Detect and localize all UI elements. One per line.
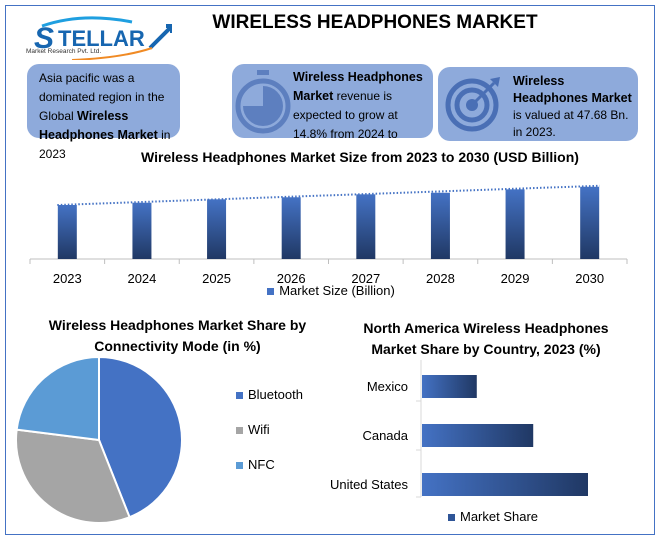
- card-text-post: is valued at 47.68 Bn. in 2023.: [513, 108, 629, 139]
- connectivity-pie-chart: [15, 355, 183, 524]
- stopwatch-icon: [235, 70, 291, 134]
- x-tick-label: 2027: [351, 271, 380, 286]
- legend-item-nfc: NFC: [236, 457, 275, 472]
- market-size-chart: 2023 2024 2025 2026 2027 2028 2029 2030: [29, 184, 628, 286]
- x-tick-label: 2030: [575, 271, 604, 286]
- pie-slice-nfc: [15, 355, 100, 442]
- legend-item-bluetooth: Bluetooth: [236, 387, 303, 402]
- bar-2028: [430, 192, 450, 259]
- country-share-chart: Mexico Canada United States: [330, 360, 588, 498]
- bar-2023: [57, 205, 77, 259]
- card-text-bold: Wireless Headphones Market: [513, 74, 632, 105]
- bar-mexico: [422, 375, 477, 398]
- svg-text:S: S: [34, 22, 54, 55]
- market-size-legend: Market Size (Billion): [0, 283, 662, 298]
- card-text-pre: Asia pacific was a dominated region in t…: [39, 71, 165, 123]
- x-tick-label: 2028: [426, 271, 455, 286]
- bar-2029: [505, 189, 525, 259]
- legend-label: NFC: [248, 457, 275, 472]
- card-text-post: revenue is expected to grow at 14.8% fro…: [293, 89, 398, 141]
- card-text-bold: Wireless Headphones Market: [39, 109, 158, 142]
- stellar-logo: S TELLAR Market Research Pvt. Ltd.: [22, 8, 177, 61]
- legend-swatch: [267, 288, 275, 296]
- card-text-bold: Wireless Headphones Market: [293, 70, 423, 103]
- country-legend: Market Share: [448, 509, 538, 524]
- legend-item-wifi: Wifi: [236, 422, 270, 437]
- legend-label: Wifi: [248, 422, 270, 437]
- x-tick-label: 2024: [127, 271, 156, 286]
- bar-2026: [281, 197, 301, 259]
- x-tick-label: 2023: [53, 271, 82, 286]
- pie-slice-bluetooth: [98, 355, 183, 519]
- page-title: WIRELESS HEADPHONES MARKET: [212, 12, 538, 33]
- info-card-region: Asia pacific was a dominated region in t…: [27, 64, 180, 161]
- target-icon: [445, 77, 500, 132]
- card-text: Asia pacific was a dominated region in t…: [27, 64, 180, 164]
- infographic-frame: [5, 5, 655, 535]
- legend-swatch: [236, 462, 243, 470]
- logo-graphic: S TELLAR: [34, 16, 177, 61]
- x-tick-label: 2029: [501, 271, 530, 286]
- card-text: Wireless Headphones Market revenue is ex…: [293, 68, 431, 144]
- legend-label: Market Share: [460, 509, 539, 524]
- bar-2024: [132, 202, 152, 259]
- x-tick-label: 2025: [202, 271, 231, 286]
- y-tick-label: United States: [330, 477, 409, 492]
- bar-2025: [207, 199, 227, 259]
- y-tick-label: Mexico: [367, 379, 408, 394]
- country-chart-title: North America Wireless Headphones Market…: [363, 320, 609, 357]
- bar-2027: [356, 194, 376, 259]
- legend-label: Market Size (Billion): [279, 283, 395, 298]
- svg-text:TELLAR: TELLAR: [58, 26, 145, 51]
- trendline: [57, 184, 600, 206]
- info-card-value: Wireless Headphones Market is valued at …: [438, 67, 638, 141]
- y-tick-label: Canada: [362, 428, 408, 443]
- card-text: Wireless Headphones Market is valued at …: [513, 73, 635, 141]
- market-size-chart-title: Wireless Headphones Market Size from 202…: [141, 149, 579, 165]
- logo-subtitle: Market Research Pvt. Ltd.: [26, 48, 102, 55]
- connectivity-chart-title: Wireless Headphones Market Share by Conn…: [48, 317, 307, 354]
- legend-swatch: [448, 514, 455, 522]
- x-tick-label: 2026: [277, 271, 306, 286]
- legend-label: Bluetooth: [248, 387, 303, 402]
- bar-canada: [422, 424, 534, 447]
- card-text-post: in 2023: [39, 128, 171, 161]
- pie-slice-wifi: [15, 428, 131, 524]
- legend-swatch: [236, 392, 243, 400]
- bar-united-states: [422, 473, 588, 496]
- legend-swatch: [236, 427, 243, 435]
- info-card-growth: Wireless Headphones Market revenue is ex…: [232, 64, 433, 141]
- bar-2030: [580, 186, 600, 259]
